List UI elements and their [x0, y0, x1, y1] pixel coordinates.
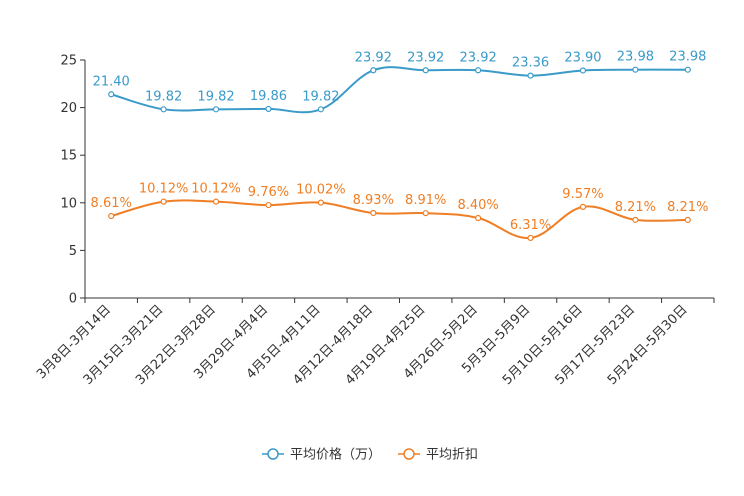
data-point: [527, 72, 534, 79]
data-label: 10.12%: [139, 182, 189, 197]
legend-marker-icon: [267, 448, 279, 460]
data-label: 23.98: [617, 50, 654, 65]
series-line: [110, 66, 688, 114]
data-point: [370, 67, 377, 74]
data-label: 19.82: [145, 89, 182, 104]
data-point: [160, 198, 167, 205]
data-point: [422, 67, 429, 74]
data-label: 9.57%: [562, 187, 603, 202]
data-point: [212, 106, 220, 113]
data-label: 19.82: [197, 89, 234, 104]
axes: 05101520253月8日-3月14日3月15日-3月21日3月22日-3月2…: [34, 54, 715, 388]
data-point: [579, 67, 587, 74]
series-line: [110, 199, 688, 239]
y-tick-label: 15: [60, 149, 77, 164]
legend-item-2[interactable]: 平均折扣: [398, 448, 478, 463]
legend-label: 平均折扣: [426, 448, 478, 463]
data-label: 23.92: [407, 50, 444, 65]
data-label: 8.93%: [353, 193, 394, 208]
data-label: 6.31%: [510, 218, 551, 233]
data-point: [632, 66, 639, 73]
data-label: 19.86: [250, 89, 287, 104]
data-point: [212, 198, 220, 205]
legend-marker-icon: [403, 448, 415, 460]
y-tick-label: 5: [69, 244, 77, 259]
data-label: 8.21%: [615, 200, 656, 215]
data-point: [527, 234, 534, 242]
data-label: 21.40: [93, 74, 130, 89]
y-tick-label: 20: [60, 101, 77, 116]
data-label: 23.92: [460, 50, 497, 65]
data-label: 23.92: [355, 50, 392, 65]
data-point: [684, 66, 691, 73]
series-layer: 21.40 19.82 19.82 19.86 19.82 23.92 23.92 23.92…: [91, 50, 708, 242]
data-point: [317, 106, 324, 113]
data-label: 23.36: [512, 56, 549, 71]
data-label: 9.76%: [248, 185, 289, 200]
data-point: [475, 67, 482, 74]
data-label: 10.02%: [296, 183, 346, 198]
data-point: [108, 91, 115, 98]
data-point: [160, 106, 167, 113]
data-point: [265, 201, 272, 209]
data-point: [265, 105, 272, 113]
data-point: [317, 199, 324, 206]
series-2: 8.61% 10.12% 10.12% 9.76% 10.02% 8.93% 8.91% 8.…: [91, 182, 708, 242]
data-point: [422, 210, 429, 217]
y-tick-label: 0: [69, 292, 77, 307]
data-point: [579, 203, 587, 210]
data-label: 10.12%: [191, 182, 241, 197]
data-label: 23.90: [564, 50, 601, 65]
data-point: [475, 214, 482, 222]
data-point: [108, 212, 115, 220]
data-point: [684, 216, 691, 223]
y-tick-label: 10: [60, 196, 77, 211]
legend-label: 平均价格（万）: [290, 447, 381, 463]
legend[interactable]: 平均价格（万） 平均折扣: [262, 447, 478, 463]
data-label: 23.98: [669, 50, 706, 65]
y-tick-label: 25: [60, 54, 77, 69]
data-label: 8.61%: [91, 196, 132, 211]
data-point: [370, 209, 377, 217]
data-label: 8.91%: [405, 193, 446, 208]
data-label: 19.82: [302, 89, 339, 104]
data-label: 8.40%: [457, 198, 498, 213]
series-1: 21.40 19.82 19.82 19.86 19.82 23.92 23.92 23.92…: [93, 50, 706, 114]
data-label: 8.21%: [667, 200, 708, 215]
legend-item-1[interactable]: 平均价格（万）: [262, 447, 381, 463]
data-point: [632, 216, 639, 223]
